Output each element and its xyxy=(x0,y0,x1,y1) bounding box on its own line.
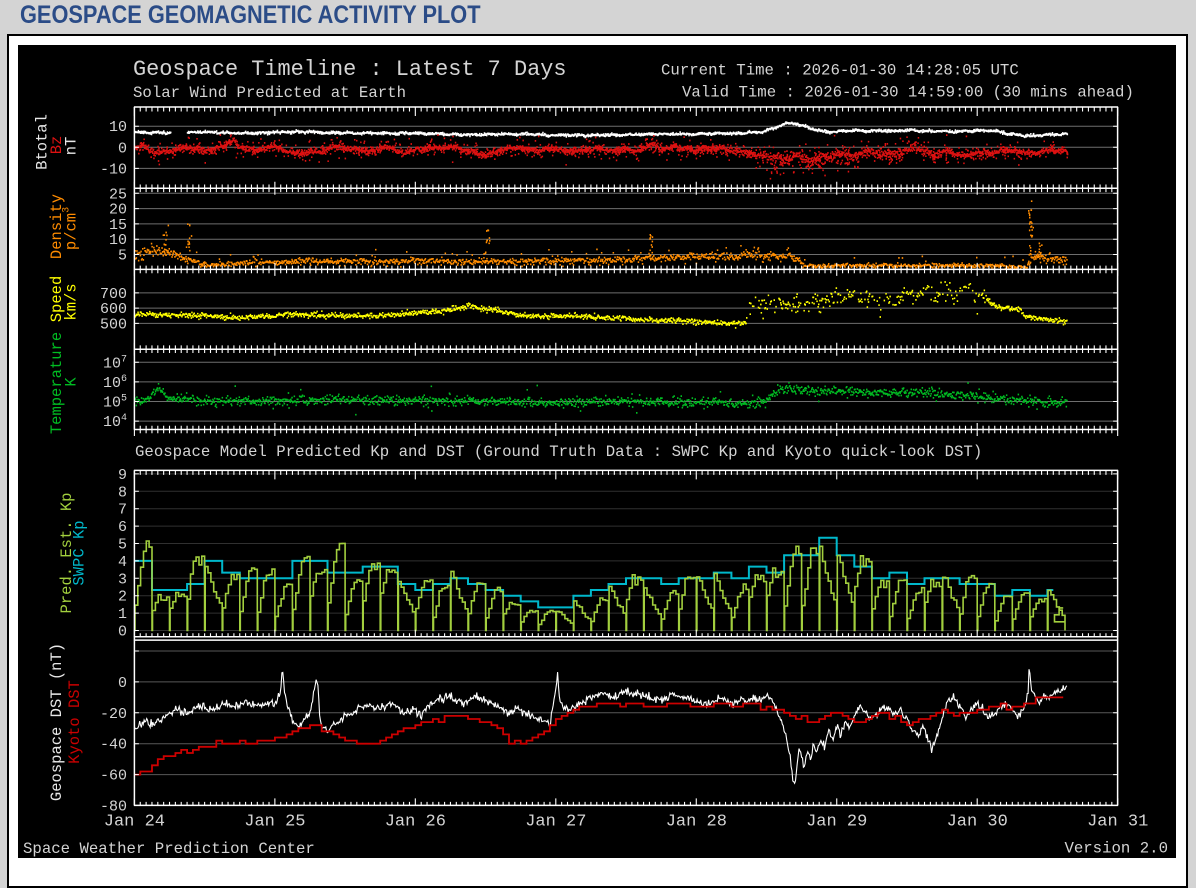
svg-text:0: 0 xyxy=(118,624,127,641)
svg-text:Version 2.0: Version 2.0 xyxy=(1064,840,1168,858)
svg-text:700: 700 xyxy=(100,286,127,303)
svg-text:1: 1 xyxy=(118,606,127,623)
svg-text:5: 5 xyxy=(118,248,127,265)
svg-text:10: 10 xyxy=(109,232,127,249)
svg-text:Speed: Speed xyxy=(48,276,66,323)
svg-text:Current Time : 2026-01-30 14:2: Current Time : 2026-01-30 14:28:05 UTC xyxy=(661,62,1019,80)
svg-text:Solar Wind Predicted at Earth: Solar Wind Predicted at Earth xyxy=(133,84,406,102)
svg-text:6: 6 xyxy=(118,519,127,536)
svg-text:-40: -40 xyxy=(100,737,127,754)
svg-text:-60: -60 xyxy=(100,768,127,785)
svg-text:-80: -80 xyxy=(100,799,127,816)
svg-text:5: 5 xyxy=(118,537,127,554)
svg-text:Jan 29: Jan 29 xyxy=(806,813,867,832)
svg-text:0: 0 xyxy=(118,675,127,692)
svg-text:Density: Density xyxy=(48,194,66,259)
svg-text:9: 9 xyxy=(118,467,127,484)
svg-text:20: 20 xyxy=(109,202,127,219)
svg-text:Bz: Bz xyxy=(48,136,66,155)
svg-text:nT: nT xyxy=(63,137,81,156)
svg-text:Geospace Model Predicted Kp an: Geospace Model Predicted Kp and DST (Gro… xyxy=(135,443,982,461)
svg-text:8: 8 xyxy=(118,484,127,501)
svg-text:K: K xyxy=(63,377,81,387)
svg-text:10: 10 xyxy=(109,119,127,136)
svg-text:Space Weather Prediction Cente: Space Weather Prediction Center xyxy=(23,840,315,858)
svg-text:Jan 31: Jan 31 xyxy=(1087,813,1148,832)
svg-text:Temperature: Temperature xyxy=(48,332,66,434)
svg-text:Jan 28: Jan 28 xyxy=(666,813,727,832)
svg-text:SWPC Kp: SWPC Kp xyxy=(71,520,89,585)
svg-text:Btotal: Btotal xyxy=(34,114,52,170)
svg-text:15: 15 xyxy=(109,217,127,234)
svg-text:Geospace Timeline : Latest 7 D: Geospace Timeline : Latest 7 Days xyxy=(133,57,567,82)
svg-text:4: 4 xyxy=(118,554,127,571)
svg-text:-20: -20 xyxy=(100,706,127,723)
svg-text:500: 500 xyxy=(100,316,127,333)
svg-text:3: 3 xyxy=(118,571,127,588)
svg-text:km/s: km/s xyxy=(63,283,81,320)
svg-text:Jan 24: Jan 24 xyxy=(104,813,165,832)
svg-text:p/cm3: p/cm3 xyxy=(61,207,81,250)
svg-text:Pred. Est. Kp: Pred. Est. Kp xyxy=(58,493,76,614)
svg-text:0: 0 xyxy=(118,140,127,157)
svg-text:25: 25 xyxy=(109,186,127,203)
svg-text:-10: -10 xyxy=(100,161,127,178)
svg-text:2: 2 xyxy=(118,589,127,606)
svg-text:7: 7 xyxy=(118,502,127,519)
svg-text:Kyoto DST: Kyoto DST xyxy=(66,680,84,764)
svg-text:Geospace DST (nT): Geospace DST (nT) xyxy=(48,643,66,801)
svg-text:Jan 26: Jan 26 xyxy=(385,813,446,832)
svg-text:Jan 25: Jan 25 xyxy=(244,813,305,832)
svg-text:Valid Time : 2026-01-30 14:59:: Valid Time : 2026-01-30 14:59:00 (30 min… xyxy=(682,84,1134,102)
svg-text:Jan 30: Jan 30 xyxy=(947,813,1008,832)
svg-text:Jan 27: Jan 27 xyxy=(525,813,586,832)
svg-text:600: 600 xyxy=(100,301,127,318)
